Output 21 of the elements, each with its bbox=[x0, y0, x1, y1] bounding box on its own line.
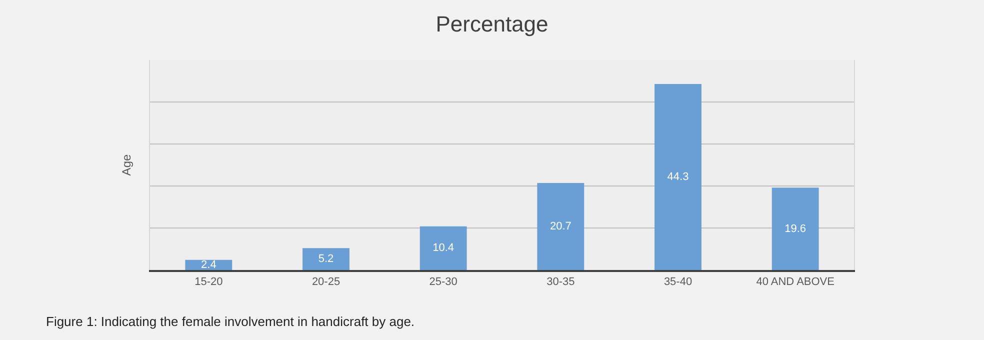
chart-title: Percentage bbox=[436, 12, 548, 36]
y-axis-title: Age bbox=[119, 154, 134, 176]
data-label: 19.6 bbox=[784, 222, 806, 235]
bar bbox=[772, 188, 819, 270]
bar bbox=[654, 84, 702, 270]
x-tick-label: 20-25 bbox=[312, 276, 340, 288]
data-label: 2.4 bbox=[201, 258, 216, 271]
bar bbox=[302, 248, 350, 270]
x-tick-label: 35-40 bbox=[664, 276, 692, 288]
data-label: 20.7 bbox=[550, 220, 572, 233]
data-label: 10.4 bbox=[432, 242, 454, 254]
x-tick-label: 15-20 bbox=[194, 276, 223, 288]
caption: Figure 1: Indicating the female involvement in handicraft by age. bbox=[46, 314, 415, 329]
x-tick-label: 30-35 bbox=[546, 276, 575, 288]
data-label: 44.3 bbox=[667, 170, 689, 183]
x-tick-label: 40 AND ABOVE bbox=[756, 276, 834, 288]
bar bbox=[185, 260, 232, 270]
bar bbox=[537, 183, 584, 270]
data-label: 5.2 bbox=[318, 253, 334, 266]
x-tick-label: 25-30 bbox=[429, 276, 458, 288]
bar bbox=[420, 226, 467, 270]
